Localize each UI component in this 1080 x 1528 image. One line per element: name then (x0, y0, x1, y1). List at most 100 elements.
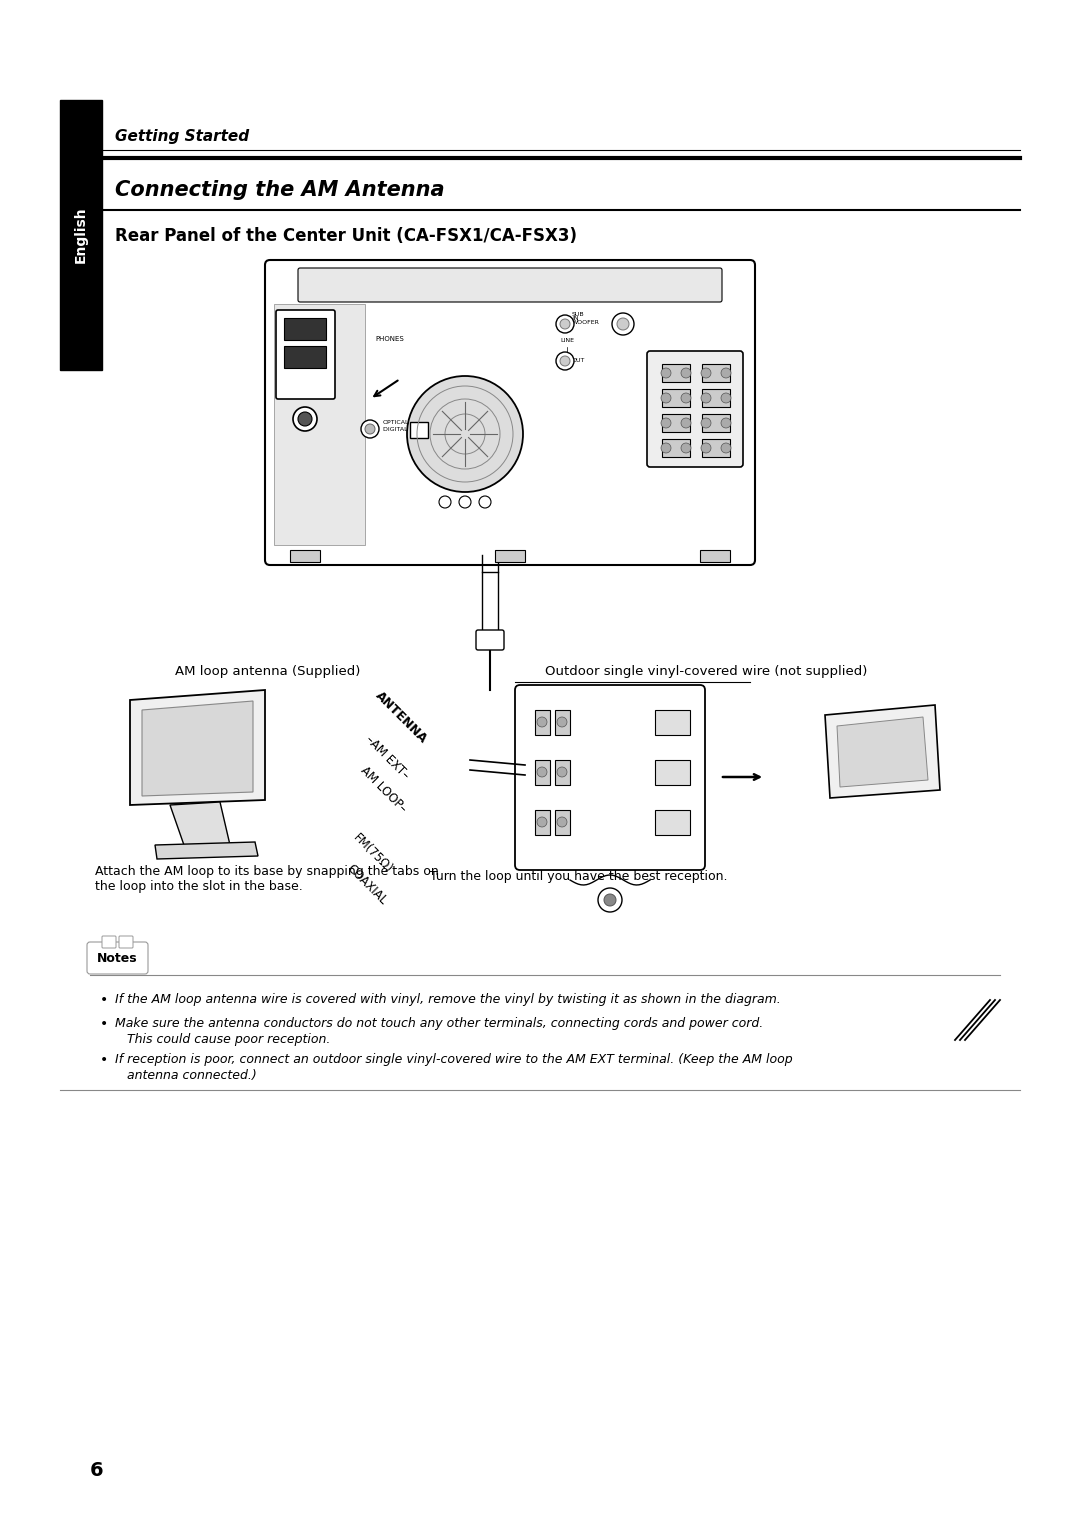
Circle shape (459, 497, 471, 507)
Circle shape (598, 888, 622, 912)
FancyBboxPatch shape (276, 310, 335, 399)
Text: Attach the AM loop to its base by snapping the tabs on: Attach the AM loop to its base by snappi… (95, 865, 438, 879)
Circle shape (661, 443, 671, 452)
Text: Turn the loop until you have the best reception.: Turn the loop until you have the best re… (430, 869, 728, 883)
Circle shape (721, 443, 731, 452)
FancyBboxPatch shape (265, 260, 755, 565)
Bar (662, 390, 690, 406)
Circle shape (617, 318, 629, 330)
Circle shape (681, 393, 691, 403)
Text: Make sure the antenna conductors do not touch any other terminals, connecting co: Make sure the antenna conductors do not … (114, 1018, 764, 1030)
Text: If reception is poor, connect an outdoor single vinyl-covered wire to the AM EXT: If reception is poor, connect an outdoor… (114, 1053, 793, 1067)
Bar (662, 439, 690, 457)
Circle shape (612, 313, 634, 335)
Text: Outdoor single vinyl-covered wire (not supplied): Outdoor single vinyl-covered wire (not s… (545, 665, 867, 678)
Bar (535, 810, 550, 834)
Circle shape (556, 351, 573, 370)
Bar (702, 439, 730, 457)
Circle shape (661, 419, 671, 428)
Bar (555, 711, 570, 735)
Circle shape (701, 443, 711, 452)
Text: •: • (100, 993, 108, 1007)
Text: OUT: OUT (572, 359, 585, 364)
FancyBboxPatch shape (515, 685, 705, 869)
Polygon shape (130, 691, 265, 805)
Bar (654, 711, 690, 735)
Polygon shape (170, 802, 230, 848)
Polygon shape (156, 842, 258, 859)
Circle shape (661, 368, 671, 377)
Bar (555, 759, 570, 785)
Text: the loop into the slot in the base.: the loop into the slot in the base. (95, 880, 302, 892)
Bar (535, 759, 550, 785)
Bar (535, 711, 550, 735)
Bar (291, 550, 320, 562)
Circle shape (407, 376, 523, 492)
FancyBboxPatch shape (119, 937, 133, 947)
Text: OPTICAL
DIGITAL OUT: OPTICAL DIGITAL OUT (383, 420, 423, 432)
Text: AM LOOP–: AM LOOP– (357, 764, 409, 816)
Bar (654, 810, 690, 834)
Bar (284, 318, 326, 341)
Text: WOOFER: WOOFER (572, 321, 599, 325)
Circle shape (681, 419, 691, 428)
Circle shape (537, 817, 546, 827)
Text: LINE: LINE (561, 339, 573, 344)
Text: –AM EXT–: –AM EXT– (363, 732, 411, 781)
Circle shape (681, 443, 691, 452)
Circle shape (701, 419, 711, 428)
Bar (274, 304, 365, 545)
Circle shape (721, 368, 731, 377)
FancyBboxPatch shape (476, 630, 504, 649)
Text: FM(75Ω): FM(75Ω) (350, 831, 394, 876)
Text: COAXIAL: COAXIAL (345, 862, 390, 908)
Circle shape (557, 817, 567, 827)
Bar (495, 550, 525, 562)
Bar (662, 364, 690, 382)
FancyBboxPatch shape (298, 267, 723, 303)
Circle shape (701, 368, 711, 377)
Circle shape (537, 767, 546, 778)
Circle shape (556, 315, 573, 333)
Text: IN: IN (572, 316, 579, 321)
Bar (662, 414, 690, 432)
Bar (700, 550, 730, 562)
Circle shape (721, 419, 731, 428)
Circle shape (661, 393, 671, 403)
Bar (284, 345, 326, 368)
Circle shape (438, 497, 451, 507)
FancyBboxPatch shape (87, 941, 148, 973)
Text: •: • (100, 1018, 108, 1031)
Text: antenna connected.): antenna connected.) (114, 1070, 257, 1082)
Text: ANTENNA: ANTENNA (373, 689, 430, 746)
Circle shape (557, 767, 567, 778)
FancyBboxPatch shape (647, 351, 743, 468)
Bar (702, 364, 730, 382)
Bar (702, 414, 730, 432)
Circle shape (298, 413, 312, 426)
Text: Getting Started: Getting Started (114, 130, 249, 145)
Text: SUB: SUB (572, 313, 584, 318)
Text: This could cause poor reception.: This could cause poor reception. (114, 1033, 330, 1047)
Circle shape (365, 423, 375, 434)
Polygon shape (837, 717, 928, 787)
Circle shape (681, 368, 691, 377)
Circle shape (561, 319, 570, 329)
FancyBboxPatch shape (102, 937, 116, 947)
Text: If the AM loop antenna wire is covered with vinyl, remove the vinyl by twisting : If the AM loop antenna wire is covered w… (114, 993, 781, 1005)
Text: Connecting the AM Antenna: Connecting the AM Antenna (114, 180, 445, 200)
Bar (60, 99, 102, 370)
Bar (410, 422, 428, 439)
Polygon shape (825, 704, 940, 798)
Text: PHONES: PHONES (376, 336, 404, 342)
Text: •: • (100, 1053, 108, 1067)
Bar (555, 810, 570, 834)
Text: AM loop antenna (Supplied): AM loop antenna (Supplied) (175, 665, 361, 678)
Bar (654, 759, 690, 785)
Bar (702, 390, 730, 406)
Circle shape (361, 420, 379, 439)
Text: Rear Panel of the Center Unit (CA-FSX1/CA-FSX3): Rear Panel of the Center Unit (CA-FSX1/C… (114, 228, 577, 244)
Text: Notes: Notes (97, 952, 137, 964)
Text: English: English (75, 206, 87, 263)
Circle shape (557, 717, 567, 727)
